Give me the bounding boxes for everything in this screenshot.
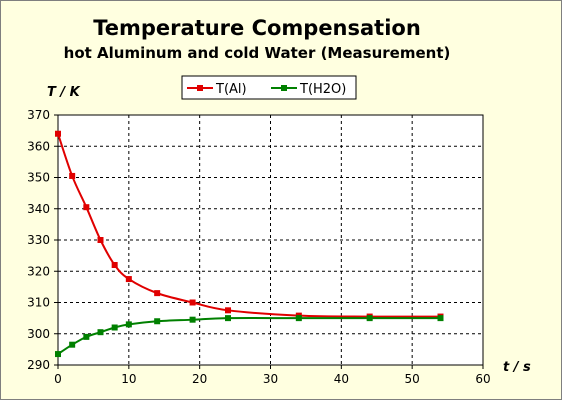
data-point-1	[55, 351, 61, 358]
grid-lines	[54, 114, 484, 369]
y-tick-label: 330	[27, 233, 50, 247]
chart-title: Temperature Compensation	[93, 16, 421, 40]
y-tick-label: 300	[27, 327, 50, 341]
y-tick-label: 350	[27, 171, 50, 185]
x-tick-label: 30	[263, 372, 278, 386]
legend-label-al: T(Al)	[215, 82, 247, 97]
x-axis-label: t / s	[503, 360, 531, 375]
y-tick-label: 290	[27, 358, 50, 372]
data-point-1	[111, 324, 118, 331]
data-point-1	[125, 321, 132, 328]
y-tick-label: 320	[27, 264, 50, 278]
data-point-0	[69, 172, 76, 179]
data-point-1	[437, 315, 444, 322]
y-tick-label: 310	[27, 296, 50, 310]
data-point-1	[97, 329, 104, 336]
x-tick-label: 60	[475, 372, 490, 386]
x-tick-label: 10	[121, 372, 136, 386]
legend: T(Al) T(H2O)	[181, 75, 357, 100]
y-tick-label: 340	[27, 202, 50, 216]
x-tick-label: 50	[405, 372, 420, 386]
data-point-1	[83, 333, 90, 340]
data-point-1	[295, 315, 302, 322]
data-point-0	[111, 262, 118, 268]
x-tick-label: 40	[334, 372, 349, 386]
legend-box	[181, 75, 357, 100]
legend-marker-al	[197, 85, 203, 91]
chart-subtitle: hot Aluminum and cold Water (Measurement…	[64, 44, 451, 62]
data-point-0	[55, 130, 61, 137]
data-point-1	[154, 318, 161, 325]
data-point-0	[189, 299, 196, 306]
data-point-0	[154, 290, 161, 297]
tick-labels: 0 10 20 30 40 50 60 290 300 310 320 330 340 350 360 370	[27, 108, 491, 386]
data-point-1	[189, 316, 196, 323]
y-tick-label: 370	[27, 108, 50, 122]
data-point-0	[225, 307, 231, 314]
x-tick-label: 0	[54, 372, 62, 386]
y-tick-label: 360	[27, 139, 50, 153]
x-tick-label: 20	[192, 372, 207, 386]
data-point-1	[366, 315, 373, 322]
series-markers	[55, 130, 444, 358]
data-point-1	[225, 315, 231, 322]
y-axis-label: T / K	[47, 85, 81, 100]
legend-marker-water	[281, 85, 287, 91]
data-point-0	[83, 204, 90, 211]
data-point-1	[69, 341, 76, 348]
data-point-0	[97, 237, 104, 243]
data-point-0	[125, 276, 132, 283]
legend-label-water: T(H2O)	[299, 82, 346, 97]
